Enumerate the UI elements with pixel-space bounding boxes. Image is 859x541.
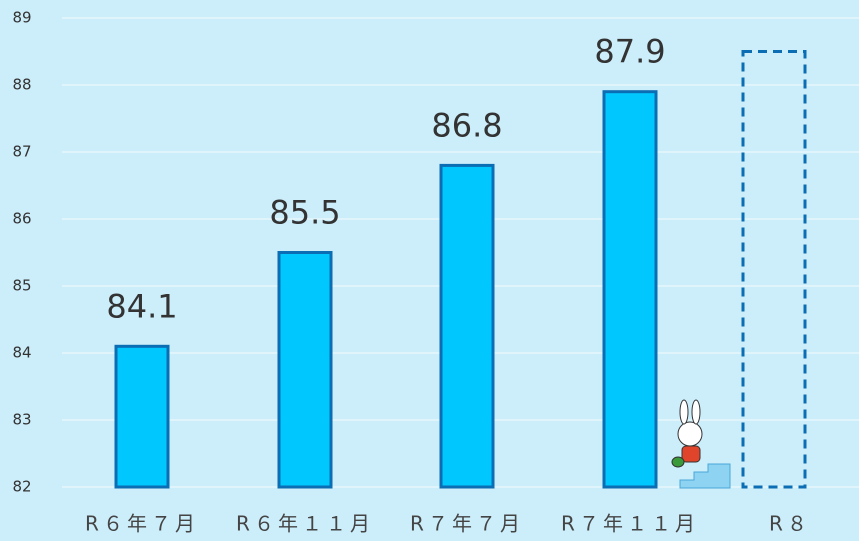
y-tick-label: 89	[12, 9, 31, 27]
value-label: 85.5	[269, 194, 340, 232]
stairs-illustration	[671, 399, 731, 489]
y-tick-label: 88	[12, 76, 31, 94]
x-tick-label: R６年７月	[85, 512, 199, 536]
y-tick-label: 85	[12, 277, 31, 295]
y-tick-label: 83	[12, 411, 31, 429]
bar	[277, 251, 333, 489]
x-tick-label: R７年１１月	[561, 512, 699, 536]
y-tick-label: 87	[12, 143, 31, 161]
x-tick-label: R７年７月	[410, 512, 524, 536]
y-tick-label: 84	[12, 344, 31, 362]
x-tick-label: R８	[769, 512, 811, 536]
value-label: 84.1	[106, 287, 177, 325]
value-label: 86.8	[431, 106, 502, 144]
bar	[602, 90, 658, 489]
bar	[439, 163, 495, 489]
bar	[741, 50, 807, 489]
y-tick-label: 82	[12, 478, 31, 496]
x-tick-label: R６年１１月	[236, 512, 374, 536]
bar	[114, 344, 170, 489]
value-label: 87.9	[594, 33, 665, 71]
y-tick-label: 86	[12, 210, 31, 228]
